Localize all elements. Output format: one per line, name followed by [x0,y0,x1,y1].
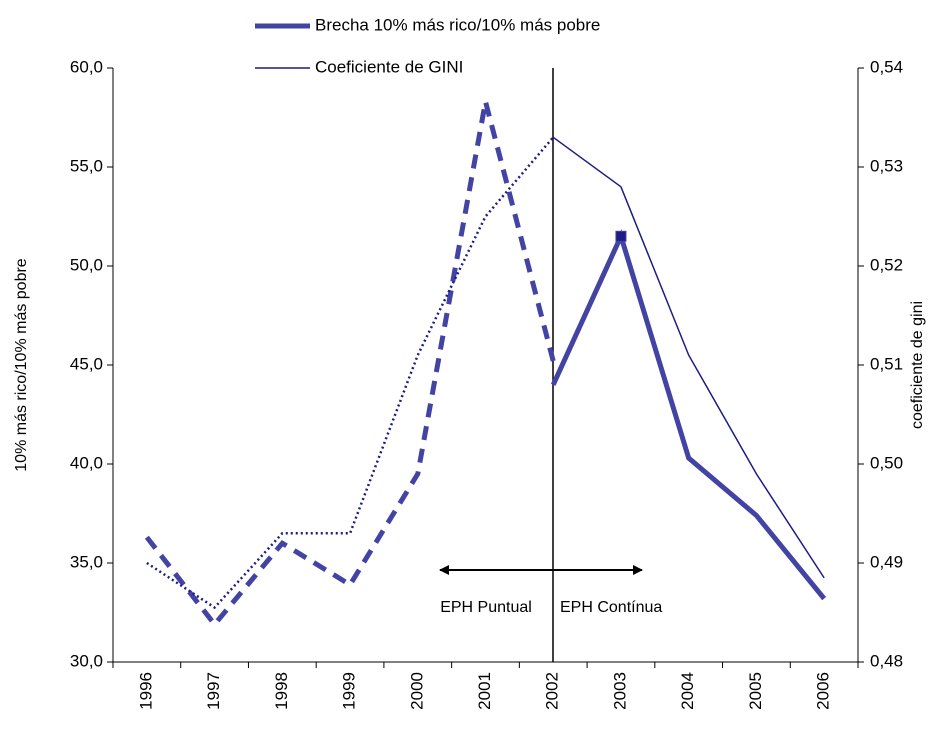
y-axis-label: 10% más rico/10% más pobre [13,258,30,472]
x-tick-label: 2003 [610,672,629,710]
y2-tick-label: 0,52 [870,255,903,274]
x-tick-label: 1997 [204,672,223,710]
annotation: EPH Contínua [560,599,662,616]
legend-label: Coeficiente de GINI [315,57,463,76]
x-tick-label: 2006 [814,672,833,710]
y2-tick-label: 0,54 [870,57,903,76]
legend-label: Brecha 10% más rico/10% más pobre [315,15,600,34]
series-line [550,229,827,601]
x-tick-label: 2000 [407,672,426,710]
y-tick-label: 40,0 [70,453,103,472]
y2-tick-label: 0,51 [870,354,903,373]
series-line [144,101,556,629]
x-tick-label: 2001 [475,672,494,710]
y-tick-label: 50,0 [70,255,103,274]
series-line [552,136,825,579]
y2-tick-label: 0,50 [870,453,903,472]
y-tick-label: 60,0 [70,57,103,76]
x-tick-label: 1996 [136,672,155,710]
y-tick-label: 55,0 [70,156,103,175]
y2-tick-label: 0,48 [870,651,903,670]
point-marker [615,230,627,242]
x-tick-label: 1999 [340,672,359,710]
x-tick-label: 2005 [746,672,765,710]
x-tick-label: 2002 [543,672,562,710]
x-tick-label: 2004 [678,672,697,710]
y2-tick-label: 0,49 [870,552,903,571]
series-line [146,136,555,610]
y-tick-label: 30,0 [70,651,103,670]
y-tick-label: 45,0 [70,354,103,373]
x-tick-label: 1998 [272,672,291,710]
y2-axis-label: coeficiente de gini [909,301,926,429]
annotation: EPH Puntual [440,599,532,616]
y2-tick-label: 0,53 [870,156,903,175]
y-tick-label: 35,0 [70,552,103,571]
